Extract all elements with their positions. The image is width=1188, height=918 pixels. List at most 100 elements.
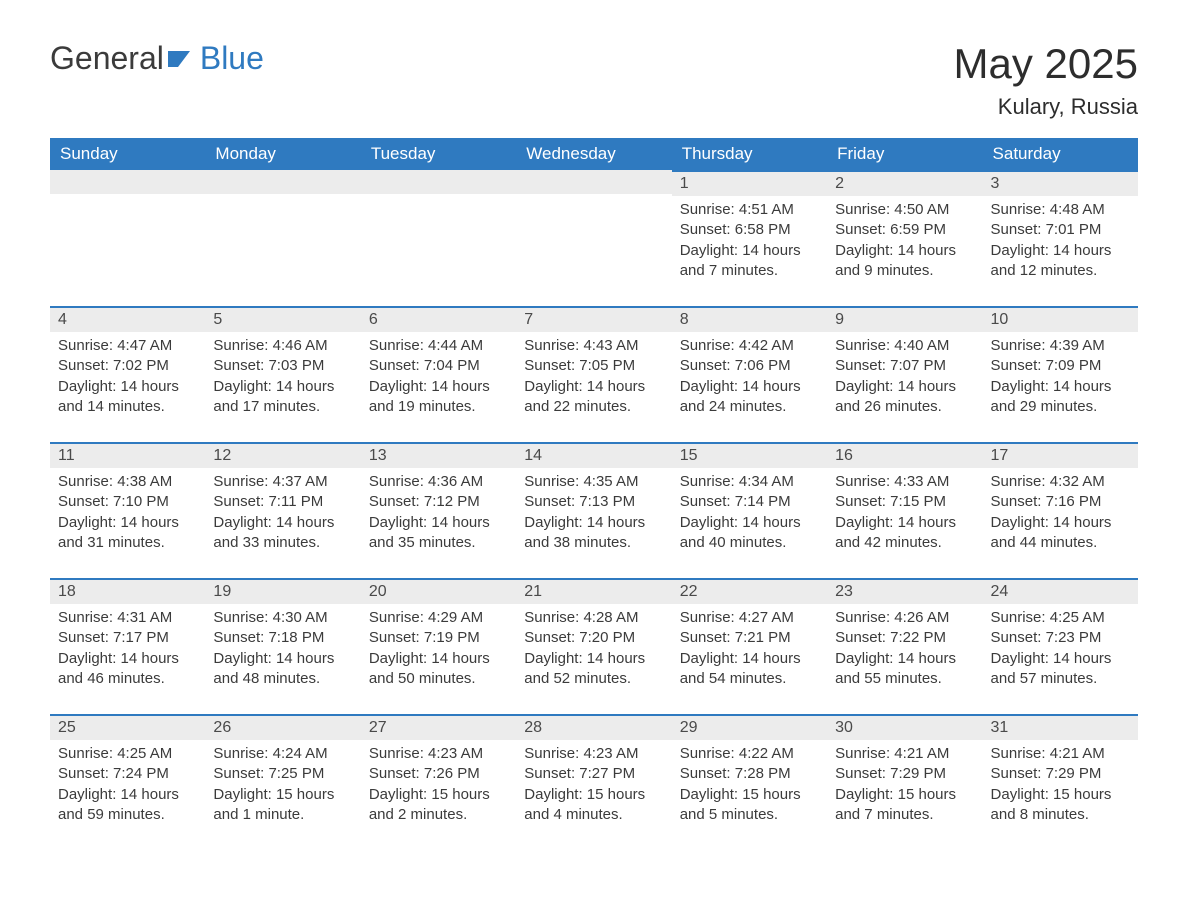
calendar-day-cell: 10 Sunrise: 4:39 AMSunset: 7:09 PMDayligh… — [983, 306, 1138, 442]
day-body: Sunrise: 4:31 AMSunset: 7:17 PMDaylight:… — [50, 604, 205, 714]
page-title: May 2025 — [954, 40, 1138, 88]
day-body: Sunrise: 4:25 AMSunset: 7:23 PMDaylight:… — [983, 604, 1138, 714]
sunrise-text: Sunrise: 4:33 AM — [835, 472, 974, 492]
daylight-text: Daylight: 14 hours and 14 minutes. — [58, 377, 197, 418]
daylight-text: Daylight: 14 hours and 46 minutes. — [58, 649, 197, 690]
daylight-text: Daylight: 14 hours and 17 minutes. — [213, 377, 352, 418]
sunrise-text: Sunrise: 4:43 AM — [524, 336, 663, 356]
calendar-day-cell: 30Sunrise: 4:21 AMSunset: 7:29 PMDayligh… — [827, 714, 982, 850]
sunrise-text: Sunrise: 4:23 AM — [369, 744, 508, 764]
day-body: Sunrise: 4:36 AMSunset: 7:12 PMDaylight:… — [361, 468, 516, 578]
calendar-day-cell: 13Sunrise: 4:36 AMSunset: 7:12 PMDayligh… — [361, 442, 516, 578]
day-body: Sunrise: 4:33 AMSunset: 7:15 PMDaylight:… — [827, 468, 982, 578]
sunset-text: Sunset: 7:09 PM — [991, 356, 1130, 376]
sunset-text: Sunset: 7:03 PM — [213, 356, 352, 376]
day-body: Sunrise: 4:29 AMSunset: 7:19 PMDaylight:… — [361, 604, 516, 714]
sunrise-text: Sunrise: 4:46 AM — [213, 336, 352, 356]
sunset-text: Sunset: 7:17 PM — [58, 628, 197, 648]
day-body: Sunrise: 4:42 AMSunset: 7:06 PMDaylight:… — [672, 332, 827, 442]
day-number-bar: 22 — [672, 578, 827, 604]
daylight-text: Daylight: 14 hours and 59 minutes. — [58, 785, 197, 826]
sunset-text: Sunset: 7:16 PM — [991, 492, 1130, 512]
daylight-text: Daylight: 14 hours and 55 minutes. — [835, 649, 974, 690]
calendar-day-cell: 14Sunrise: 4:35 AMSunset: 7:13 PMDayligh… — [516, 442, 671, 578]
daylight-text: Daylight: 14 hours and 29 minutes. — [991, 377, 1130, 418]
brand-part1: General — [50, 40, 164, 77]
calendar-day-cell: 26Sunrise: 4:24 AMSunset: 7:25 PMDayligh… — [205, 714, 360, 850]
day-number-bar: 13 — [361, 442, 516, 468]
sunrise-text: Sunrise: 4:27 AM — [680, 608, 819, 628]
sunset-text: Sunset: 7:28 PM — [680, 764, 819, 784]
day-number: 22 — [680, 583, 698, 600]
calendar-day-cell: 9 Sunrise: 4:40 AMSunset: 7:07 PMDaylight… — [827, 306, 982, 442]
sunset-text: Sunset: 7:21 PM — [680, 628, 819, 648]
calendar-day-cell — [361, 170, 516, 306]
day-number-bar — [50, 170, 205, 194]
sunrise-text: Sunrise: 4:39 AM — [991, 336, 1130, 356]
calendar-day-cell: 20Sunrise: 4:29 AMSunset: 7:19 PMDayligh… — [361, 578, 516, 714]
day-number-bar: 12 — [205, 442, 360, 468]
calendar-day-cell: 28Sunrise: 4:23 AMSunset: 7:27 PMDayligh… — [516, 714, 671, 850]
day-body: Sunrise: 4:23 AMSunset: 7:27 PMDaylight:… — [516, 740, 671, 850]
calendar-day-cell: 8Sunrise: 4:42 AMSunset: 7:06 PMDaylight… — [672, 306, 827, 442]
daylight-text: Daylight: 14 hours and 22 minutes. — [524, 377, 663, 418]
day-body: Sunrise: 4:44 AMSunset: 7:04 PMDaylight:… — [361, 332, 516, 442]
sunset-text: Sunset: 7:04 PM — [369, 356, 508, 376]
daylight-text: Daylight: 14 hours and 9 minutes. — [835, 241, 974, 282]
calendar-day-cell: 5Sunrise: 4:46 AMSunset: 7:03 PMDaylight… — [205, 306, 360, 442]
calendar-day-cell: 11Sunrise: 4:38 AMSunset: 7:10 PMDayligh… — [50, 442, 205, 578]
calendar-day-cell: 6Sunrise: 4:44 AMSunset: 7:04 PMDaylight… — [361, 306, 516, 442]
sunrise-text: Sunrise: 4:29 AM — [369, 608, 508, 628]
daylight-text: Daylight: 15 hours and 1 minute. — [213, 785, 352, 826]
day-number-bar: 8 — [672, 306, 827, 332]
day-body: Sunrise: 4:21 AMSunset: 7:29 PMDaylight:… — [983, 740, 1138, 850]
sunrise-text: Sunrise: 4:21 AM — [991, 744, 1130, 764]
flag-icon — [168, 40, 196, 77]
day-number-bar: 17 — [983, 442, 1138, 468]
day-number-bar: 21 — [516, 578, 671, 604]
weekday-header: Wednesday — [516, 138, 671, 170]
day-number: 23 — [835, 583, 853, 600]
day-number: 21 — [524, 583, 542, 600]
day-body: Sunrise: 4:48 AMSunset: 7:01 PMDaylight:… — [983, 196, 1138, 306]
day-body: Sunrise: 4:51 AMSunset: 6:58 PMDaylight:… — [672, 196, 827, 306]
day-number-bar: 9 — [827, 306, 982, 332]
day-number-bar: 10 — [983, 306, 1138, 332]
day-body: Sunrise: 4:40 AMSunset: 7:07 PMDaylight:… — [827, 332, 982, 442]
day-number: 26 — [213, 719, 231, 736]
calendar-day-cell: 1Sunrise: 4:51 AMSunset: 6:58 PMDaylight… — [672, 170, 827, 306]
day-number: 25 — [58, 719, 76, 736]
sunrise-text: Sunrise: 4:42 AM — [680, 336, 819, 356]
daylight-text: Daylight: 14 hours and 44 minutes. — [991, 513, 1130, 554]
sunrise-text: Sunrise: 4:28 AM — [524, 608, 663, 628]
sunset-text: Sunset: 7:23 PM — [991, 628, 1130, 648]
calendar-week: 1Sunrise: 4:51 AMSunset: 6:58 PMDaylight… — [50, 170, 1138, 306]
sunrise-text: Sunrise: 4:34 AM — [680, 472, 819, 492]
day-number-bar: 3 — [983, 170, 1138, 196]
day-number: 9 — [835, 311, 844, 328]
daylight-text: Daylight: 14 hours and 54 minutes. — [680, 649, 819, 690]
day-body: Sunrise: 4:28 AMSunset: 7:20 PMDaylight:… — [516, 604, 671, 714]
day-body: Sunrise: 4:22 AMSunset: 7:28 PMDaylight:… — [672, 740, 827, 850]
day-number: 14 — [524, 447, 542, 464]
calendar-day-cell: 29Sunrise: 4:22 AMSunset: 7:28 PMDayligh… — [672, 714, 827, 850]
title-block: May 2025 Kulary, Russia — [954, 40, 1138, 120]
day-number-bar: 20 — [361, 578, 516, 604]
sunrise-text: Sunrise: 4:31 AM — [58, 608, 197, 628]
sunset-text: Sunset: 7:01 PM — [991, 220, 1130, 240]
sunrise-text: Sunrise: 4:24 AM — [213, 744, 352, 764]
day-number-bar: 24 — [983, 578, 1138, 604]
daylight-text: Daylight: 14 hours and 40 minutes. — [680, 513, 819, 554]
day-number: 10 — [991, 311, 1009, 328]
calendar-week: 4Sunrise: 4:47 AMSunset: 7:02 PMDaylight… — [50, 306, 1138, 442]
day-number: 15 — [680, 447, 698, 464]
weekday-header: Friday — [827, 138, 982, 170]
sunrise-text: Sunrise: 4:22 AM — [680, 744, 819, 764]
day-number: 24 — [991, 583, 1009, 600]
day-number: 17 — [991, 447, 1009, 464]
sunset-text: Sunset: 7:10 PM — [58, 492, 197, 512]
daylight-text: Daylight: 14 hours and 42 minutes. — [835, 513, 974, 554]
sunrise-text: Sunrise: 4:21 AM — [835, 744, 974, 764]
day-number-bar: 25 — [50, 714, 205, 740]
day-body — [361, 194, 516, 304]
